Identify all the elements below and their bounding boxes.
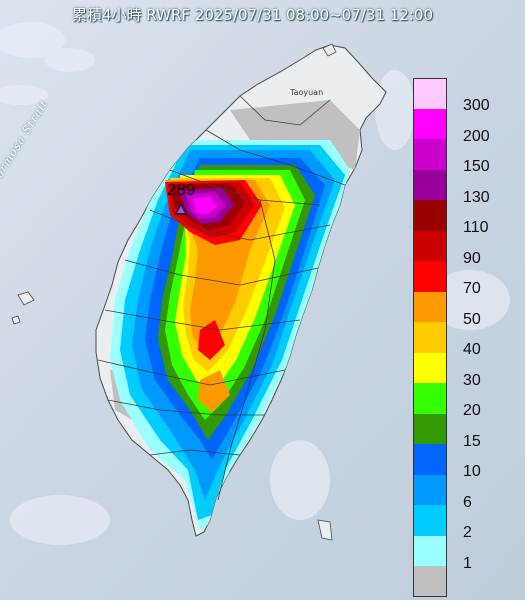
legend-label: 20 [463,402,481,419]
legend-row: 1 [413,535,519,572]
offshore-islands [11,43,337,541]
rainfall-field [110,100,360,530]
legend-row: 70 [413,261,519,297]
city-label: Taoyuan [290,88,324,97]
legend-row: 50 [413,291,519,328]
legend-row: 300 [413,78,519,114]
legend-label: 70 [463,280,481,297]
legend-row: 40 [413,322,519,358]
legend-swatch [413,535,447,566]
legend-swatch [413,413,447,444]
legend-row: 30 [413,352,519,389]
legend-row: 130 [413,169,519,206]
legend-label: 15 [463,432,481,450]
legend-label: 10 [463,463,481,480]
legend-label: 130 [463,188,490,206]
legend-row: 20 [413,383,519,419]
legend-swatch [413,444,447,475]
legend-row: 2 [413,505,519,541]
legend-row: 90 [413,230,519,267]
legend-swatch [413,352,447,383]
legend-row: 10 [413,444,519,480]
map-title: 累積4小時 RWRF 2025/07/31 08:00~07/31 12:00 [72,6,434,24]
legend-label: 2 [463,524,472,541]
legend-row: 6 [413,474,519,511]
legend-row [413,566,519,597]
legend-swatch [413,230,447,261]
legend-swatch [413,108,447,139]
legend-swatch [413,291,447,322]
legend-swatch [413,139,447,170]
rainfall-legend: 300 200 150 130 110 90 70 50 40 30 20 15 10 6 2 1 [413,78,519,597]
legend-row: 200 [413,108,519,145]
legend-row: 150 [413,139,519,175]
county-borders [97,95,346,501]
peak-marker-icon [174,202,188,215]
legend-label: 1 [463,554,472,572]
legend-swatch [413,566,447,597]
legend-label: 110 [463,219,489,236]
legend-row: 110 [413,200,519,236]
legend-swatch [413,261,447,292]
legend-row: 15 [413,413,519,450]
legend-label: 200 [463,127,490,145]
legend-swatch [413,200,447,231]
legend-label: 90 [463,249,481,267]
legend-label: 6 [463,493,472,511]
legend-swatch [413,383,447,414]
cloud-texture [0,22,510,545]
legend-label: 150 [463,158,490,175]
legend-label: 50 [463,310,481,328]
legend-label: 40 [463,341,481,358]
legend-label: 30 [463,371,481,389]
peak-value-label: 289 [167,180,196,199]
legend-label: 300 [463,97,490,114]
legend-swatch [413,169,447,200]
legend-swatch [413,505,447,536]
legend-swatch [413,322,447,353]
legend-swatch [413,78,447,109]
legend-swatch [413,474,447,505]
